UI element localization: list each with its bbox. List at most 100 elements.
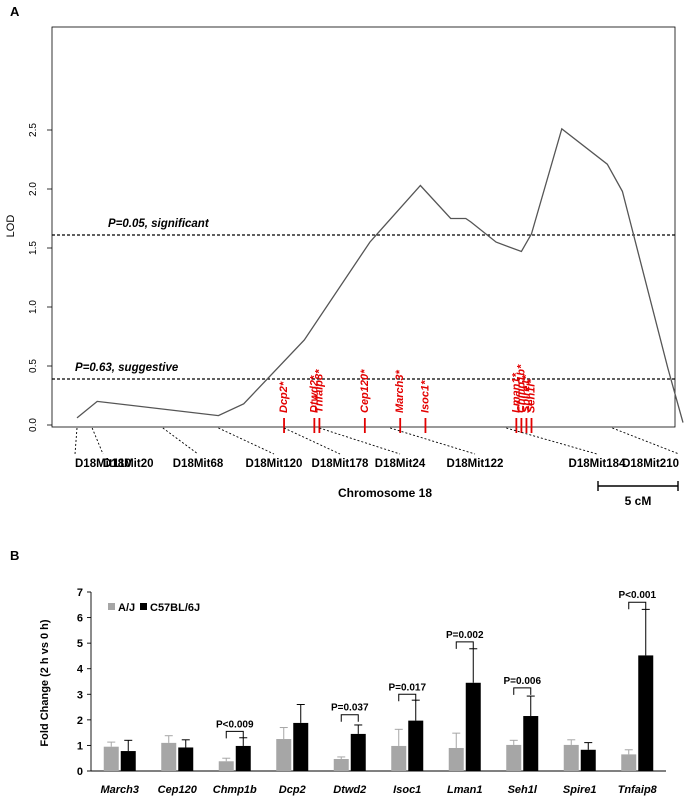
scale-bar: 5 cM bbox=[597, 481, 679, 508]
pvalue-bracket-3 bbox=[455, 641, 474, 649]
bar-cep120-b6 bbox=[178, 747, 194, 771]
bar-isoc1-b6 bbox=[408, 720, 424, 771]
bar-dcp2-b6 bbox=[293, 722, 309, 771]
marker-leader-8 bbox=[612, 427, 680, 455]
pvalue-label-0: P<0.009 bbox=[216, 719, 254, 730]
bar-x-tick-label-2: Chmp1b bbox=[213, 784, 257, 796]
marker-label-7: D18Mit184 bbox=[569, 458, 626, 470]
pvalue-bracket-1 bbox=[340, 714, 359, 722]
gene-label-6: Lman1* bbox=[510, 373, 522, 413]
pvalue-label-1: P=0.037 bbox=[331, 703, 369, 714]
bar-dtwd2-aj bbox=[333, 758, 349, 771]
marker-leader-6 bbox=[389, 427, 476, 455]
lod-y-tick-label-0: 0.0 bbox=[28, 418, 39, 432]
panel-b-letter: B bbox=[10, 548, 19, 563]
bar-dtwd2-b6 bbox=[350, 733, 366, 771]
bar-y-tick-label-1: 1 bbox=[77, 740, 83, 752]
lod-y-tick-label-4: 2.0 bbox=[28, 182, 39, 196]
marker-leader-1 bbox=[91, 427, 104, 455]
bar-x-tick-label-6: Lman1 bbox=[447, 784, 482, 796]
bar-spire1-b6 bbox=[580, 749, 596, 771]
bar-chmp1b-b6 bbox=[235, 745, 251, 771]
gene-label-8: Spire1* bbox=[520, 374, 532, 413]
bar-cep120-aj bbox=[161, 742, 177, 771]
bar-chmp1b-aj bbox=[218, 761, 234, 771]
pvalue-bracket-4 bbox=[513, 687, 532, 695]
panel-b: B Fold Change (2 h vs 0 h) 0 1 2 3 4 5 6 7 P<0.… bbox=[10, 548, 666, 796]
marker-label-8: D18Mit210 bbox=[622, 458, 679, 470]
bar-y-tick-label-6: 6 bbox=[77, 613, 83, 625]
bar-tnfaip8-aj bbox=[621, 754, 637, 771]
gene-label-7: Chmp1b* bbox=[515, 364, 527, 413]
bar-lman1-aj bbox=[448, 747, 464, 771]
gene-label-1: Dtwd2* bbox=[308, 375, 320, 413]
marker-label-4: D18Mit178 bbox=[312, 458, 369, 470]
bar-spire1-aj bbox=[563, 744, 579, 771]
bar-dcp2-aj bbox=[276, 739, 292, 771]
threshold-label-1: P=0.63, suggestive bbox=[75, 362, 179, 374]
panel-a: A LOD 0.0 0.5 1.0 1.5 2.0 2.5 P=0.05, signifi… bbox=[5, 4, 684, 508]
lod-plot-frame bbox=[51, 26, 676, 428]
legend-label-0: A/J bbox=[118, 602, 135, 614]
marker-leader-7 bbox=[506, 427, 598, 455]
gene-label-4: March3* bbox=[394, 369, 406, 413]
lod-curve bbox=[76, 127, 684, 423]
pvalue-bracket-2 bbox=[398, 693, 417, 702]
pvalue-bracket-5 bbox=[628, 601, 647, 610]
legend-swatch-1 bbox=[140, 603, 147, 610]
legend-swatch-0 bbox=[108, 603, 115, 610]
pvalue-label-2: P=0.017 bbox=[388, 682, 426, 693]
lod-curve-line bbox=[76, 127, 684, 423]
bar-y-tick-label-4: 4 bbox=[77, 664, 84, 676]
threshold-label-0: P=0.05, significant bbox=[108, 218, 210, 230]
pvalue-label-3: P=0.002 bbox=[446, 630, 484, 641]
marker-label-6: D18Mit122 bbox=[447, 458, 504, 470]
bar-x-axis: March3 Cep120 Chmp1b Dcp2 Dtwd2 Isoc1 Lman1 Seh… bbox=[100, 784, 657, 796]
lod-y-axis: 0.0 0.5 1.0 1.5 2.0 2.5 bbox=[28, 123, 52, 432]
bar-y-tick-label-0: 0 bbox=[77, 766, 83, 778]
bar-x-tick-label-4: Dtwd2 bbox=[333, 784, 366, 796]
bar-march3-aj bbox=[103, 746, 119, 771]
bar-x-tick-label-9: Tnfaip8 bbox=[618, 784, 658, 796]
gene-label-9: Seh1l* bbox=[526, 379, 538, 413]
lod-y-tick-label-2: 1.0 bbox=[28, 300, 39, 314]
marker-label-2: D18Mit68 bbox=[173, 458, 224, 470]
gene-label-5: Isoc1* bbox=[419, 380, 431, 413]
candidate-genes: Dcp2* Dtwd2*Tnfaip8* Cep120* March3* Isoc1* L… bbox=[278, 364, 538, 433]
marker-leader-0 bbox=[74, 427, 78, 455]
pvalue-label-4: P=0.006 bbox=[503, 676, 541, 687]
bar-y-tick-label-5: 5 bbox=[77, 638, 83, 650]
lod-y-axis-title: LOD bbox=[5, 215, 17, 238]
bar-march3-b6 bbox=[120, 751, 136, 771]
bar-y-axis-title: Fold Change (2 h vs 0 h) bbox=[39, 619, 51, 746]
lod-thresholds: P=0.05, significant P=0.63, suggestive bbox=[52, 218, 675, 380]
bar-x-tick-label-1: Cep120 bbox=[158, 784, 198, 796]
pvalue-label-5: P<0.001 bbox=[618, 590, 656, 601]
bar-seh1l-aj bbox=[506, 744, 522, 771]
bar-legend: A/J C57BL/6J bbox=[108, 602, 200, 614]
scale-bar-label: 5 cM bbox=[625, 494, 652, 508]
marker-label-5: D18Mit24 bbox=[375, 458, 426, 470]
legend-label-1: C57BL/6J bbox=[150, 602, 200, 614]
bar-pvalues: P<0.009 P=0.037 P=0.017 P=0.002 P=0.006 P<0.0… bbox=[216, 590, 656, 739]
bar-x-tick-label-0: March3 bbox=[100, 784, 139, 796]
lod-y-tick-label-5: 2.5 bbox=[28, 123, 39, 137]
marker-leader-2 bbox=[162, 427, 199, 455]
bar-y-tick-label-7: 7 bbox=[77, 587, 83, 599]
lod-y-tick-label-1: 0.5 bbox=[28, 359, 39, 373]
marker-label-3: D18Mit120 bbox=[246, 458, 303, 470]
marker-label-0: D18Mit110 bbox=[75, 458, 131, 470]
bar-seh1l-b6 bbox=[523, 716, 539, 771]
bar-lman1-b6 bbox=[465, 682, 481, 771]
gene-label-0: Dcp2* bbox=[278, 381, 290, 413]
marker-leader-3 bbox=[218, 427, 275, 455]
panel-a-letter: A bbox=[10, 4, 20, 19]
bar-x-tick-label-5: Isoc1 bbox=[393, 784, 421, 796]
bar-isoc1-aj bbox=[391, 745, 407, 771]
bar-y-tick-label-2: 2 bbox=[77, 715, 83, 727]
bar-x-tick-label-7: Seh1l bbox=[508, 784, 538, 796]
lod-y-tick-label-3: 1.5 bbox=[28, 241, 39, 255]
gene-label-2: Tnfaip8* bbox=[313, 369, 325, 413]
